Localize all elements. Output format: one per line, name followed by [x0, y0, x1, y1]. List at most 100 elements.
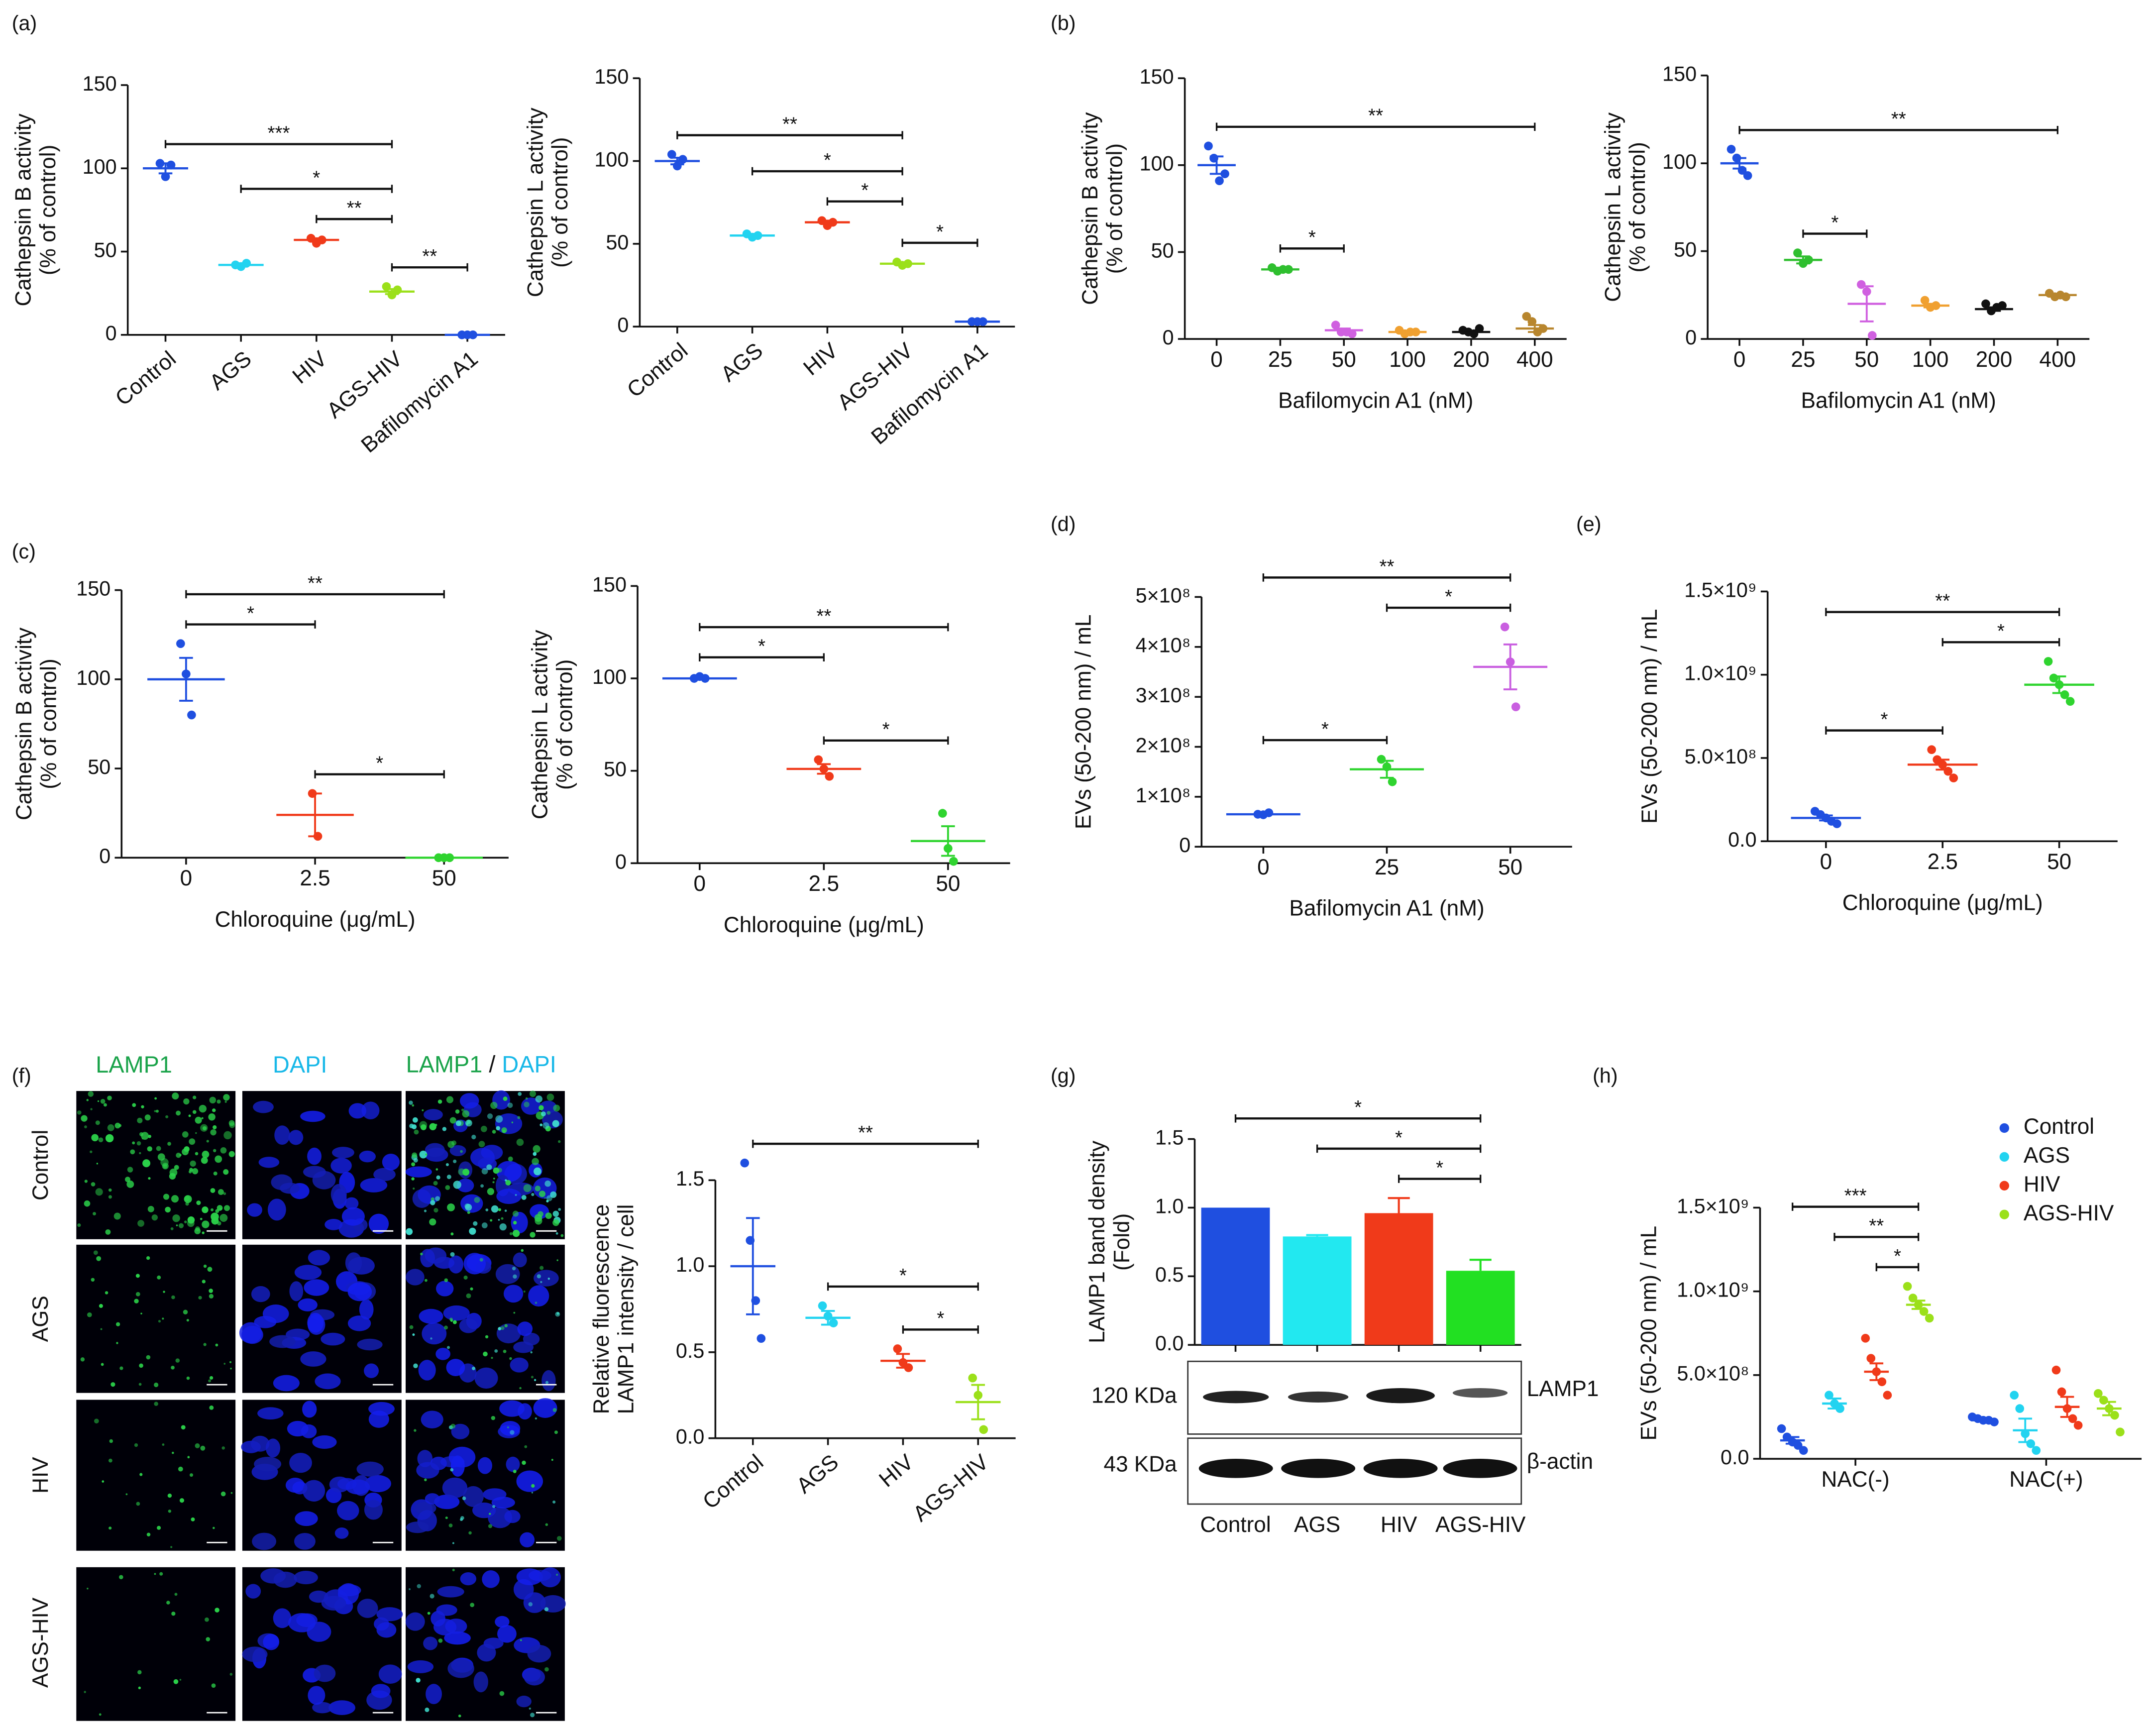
lamp1-spot	[510, 1430, 515, 1435]
x-tick-label: Control	[1200, 1513, 1271, 1537]
x-tick-label: HIV	[288, 346, 331, 389]
lamp1-spot	[157, 1525, 161, 1530]
lamp1-spot	[223, 1169, 229, 1175]
lamp1-spot	[171, 1366, 175, 1370]
lamp1-spot	[187, 1219, 195, 1227]
nucleus	[360, 1178, 388, 1193]
lamp1-spot	[107, 1124, 114, 1131]
lamp1-spot	[511, 1121, 514, 1123]
lamp1-spot	[224, 1100, 227, 1103]
significance-label: ***	[1844, 1186, 1867, 1207]
lamp1-spot	[86, 1099, 89, 1101]
legend-label: HIV	[2024, 1172, 2060, 1196]
lamp1-spot	[193, 1095, 197, 1099]
nucleus	[459, 1318, 478, 1333]
nucleus	[262, 1304, 289, 1323]
band	[1198, 1459, 1273, 1478]
lamp1-spot	[531, 1376, 534, 1379]
x-tick-label: HIV	[874, 1449, 918, 1492]
x-tick-label: 0	[1820, 850, 1832, 874]
x-tick-label: 50	[936, 871, 960, 896]
nucleus	[245, 1584, 261, 1599]
nucleus	[250, 1435, 270, 1452]
significance-label: *	[1831, 212, 1838, 233]
lamp1-spot	[205, 1617, 209, 1622]
lamp1-spot	[411, 1162, 416, 1167]
lamp1-spot	[146, 1355, 151, 1360]
lamp1-spot	[158, 1320, 161, 1323]
lamp1-spot	[213, 1125, 217, 1130]
lamp1-spot	[473, 1221, 478, 1226]
lamp1-spot	[472, 1366, 476, 1371]
data-point	[814, 755, 823, 764]
nucleus	[298, 1298, 318, 1311]
panel-label: (f)	[12, 1064, 31, 1087]
y-tick-label: 0	[1685, 326, 1697, 349]
lamp1-spot	[528, 1602, 533, 1607]
lamp1-spot	[491, 1357, 493, 1359]
lamp1-spot	[211, 1683, 216, 1688]
y-tick-label: 150	[1140, 65, 1174, 88]
lamp1-spot	[496, 1126, 500, 1131]
lamp1-spot	[91, 1134, 99, 1142]
lamp1-spot	[481, 1222, 488, 1228]
nucleus	[518, 1403, 532, 1420]
data-point	[829, 1318, 838, 1327]
lamp1-spot	[470, 1603, 475, 1608]
y-axis-label: Cathepsin B activity	[11, 113, 36, 306]
significance-label: **	[422, 246, 437, 267]
lamp1-spot	[504, 1209, 507, 1212]
lamp1-spot	[478, 1141, 485, 1148]
significance-label: **	[1380, 556, 1395, 577]
significance-label: ***	[267, 122, 290, 144]
lamp1-spot	[113, 1212, 121, 1220]
lamp1-spot	[542, 1122, 549, 1129]
lamp1-spot	[491, 1205, 499, 1213]
lamp1-spot	[479, 1258, 483, 1262]
lamp1-spot	[491, 1415, 496, 1420]
nucleus	[422, 1322, 447, 1345]
lamp1-spot	[469, 1227, 476, 1235]
y-tick-label: 150	[76, 577, 110, 600]
nucleus	[357, 1338, 383, 1351]
lamp1-spot	[142, 1159, 151, 1168]
lamp1-spot	[223, 1205, 230, 1211]
lamp1-spot	[434, 1123, 437, 1126]
nucleus	[337, 1501, 359, 1520]
significance-label: *	[1308, 227, 1316, 248]
legend-label: Control	[2024, 1114, 2094, 1139]
nucleus	[421, 1410, 443, 1429]
lamp1-spot	[148, 1177, 151, 1180]
lamp1-spot	[209, 1405, 214, 1410]
lamp1-spot	[154, 1097, 157, 1100]
significance-label: *	[1395, 1127, 1402, 1149]
nucleus	[364, 1500, 383, 1520]
lamp1-spot	[446, 1096, 454, 1103]
nucleus	[527, 1644, 551, 1663]
lamp1-spot	[409, 1100, 413, 1105]
bar	[1201, 1207, 1270, 1345]
data-point	[1527, 317, 1537, 326]
lamp1-spot	[215, 1155, 222, 1163]
lamp1-spot	[552, 1500, 556, 1504]
lamp1-spot	[450, 1232, 454, 1236]
data-point	[1981, 299, 1990, 309]
lamp1-spot	[458, 1714, 461, 1718]
lamp1-spot	[425, 1153, 428, 1156]
lamp1-spot	[109, 1439, 113, 1443]
nucleus	[516, 1470, 543, 1492]
lamp1-spot	[97, 1100, 100, 1102]
column-label: DAPI	[273, 1052, 327, 1078]
header-part: LAMP1	[406, 1052, 483, 1078]
lamp1-spot	[462, 1496, 466, 1501]
lamp1-spot	[488, 1524, 493, 1528]
data-point	[1522, 312, 1531, 321]
lamp1-spot	[419, 1121, 428, 1129]
band	[1443, 1459, 1517, 1478]
lamp1-spot	[167, 1142, 171, 1146]
significance-label: *	[1436, 1157, 1443, 1179]
lamp1-spot	[192, 1168, 199, 1175]
nucleus	[285, 1478, 305, 1493]
x-axis-label: Bafilomycin A1 (nM)	[1801, 389, 1996, 413]
nucleus	[345, 1479, 370, 1495]
